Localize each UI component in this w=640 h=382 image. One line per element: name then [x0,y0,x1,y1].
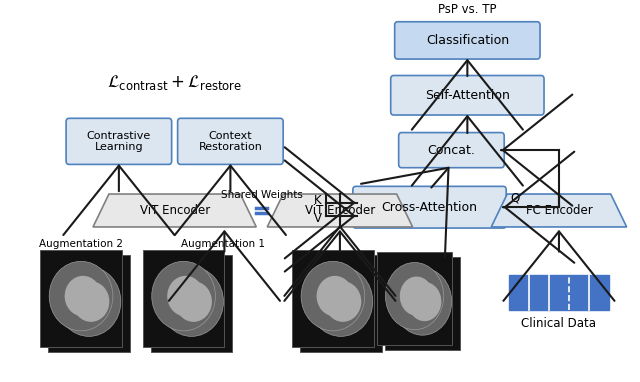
Bar [385,257,460,350]
FancyBboxPatch shape [390,76,544,115]
Ellipse shape [57,267,121,337]
Text: K: K [314,194,322,207]
Text: Contrastive
Learning: Contrastive Learning [87,131,151,152]
Text: Self-Attention: Self-Attention [425,89,510,102]
Bar [40,250,122,346]
Ellipse shape [160,267,223,337]
Bar [509,275,609,310]
Text: Context
Restoration: Context Restoration [198,131,262,152]
Text: FC Encoder: FC Encoder [525,204,593,217]
Bar [292,250,374,346]
Text: PsP vs. TP: PsP vs. TP [438,3,497,16]
Ellipse shape [408,282,442,321]
Text: Augmentation 2: Augmentation 2 [39,239,123,249]
Ellipse shape [385,262,444,330]
Ellipse shape [309,267,372,337]
FancyBboxPatch shape [395,22,540,59]
Bar [48,256,130,352]
Bar [143,250,225,346]
Text: Q: Q [511,192,520,205]
Ellipse shape [167,276,204,316]
Bar [151,256,232,352]
Text: Concat.: Concat. [428,144,476,157]
Polygon shape [268,194,413,227]
Text: Cross-Attention: Cross-Attention [381,201,477,214]
Text: Shared Weights: Shared Weights [221,189,303,199]
FancyBboxPatch shape [178,118,283,164]
Ellipse shape [49,261,113,331]
Text: Clinical Data: Clinical Data [522,317,596,330]
Text: ViT Encoder: ViT Encoder [140,204,210,217]
Polygon shape [492,194,627,227]
Polygon shape [93,194,256,227]
Text: $\mathcal{L}_{\rm contrast} + \mathcal{L}_{\rm restore}$: $\mathcal{L}_{\rm contrast} + \mathcal{L… [107,73,243,92]
Text: Augmentation 1: Augmentation 1 [180,239,264,249]
Ellipse shape [301,261,365,331]
Text: ViT Encoder: ViT Encoder [305,204,375,217]
Bar [377,252,452,345]
Ellipse shape [175,281,212,322]
Text: Classification: Classification [426,34,509,47]
Bar [300,256,381,352]
FancyBboxPatch shape [353,186,506,228]
Text: V: V [314,212,322,225]
Ellipse shape [400,277,433,316]
Ellipse shape [152,261,216,331]
Ellipse shape [72,281,109,322]
Ellipse shape [324,281,361,322]
Ellipse shape [65,276,101,316]
FancyBboxPatch shape [66,118,172,164]
Ellipse shape [317,276,353,316]
FancyBboxPatch shape [399,133,504,168]
Ellipse shape [394,268,452,335]
